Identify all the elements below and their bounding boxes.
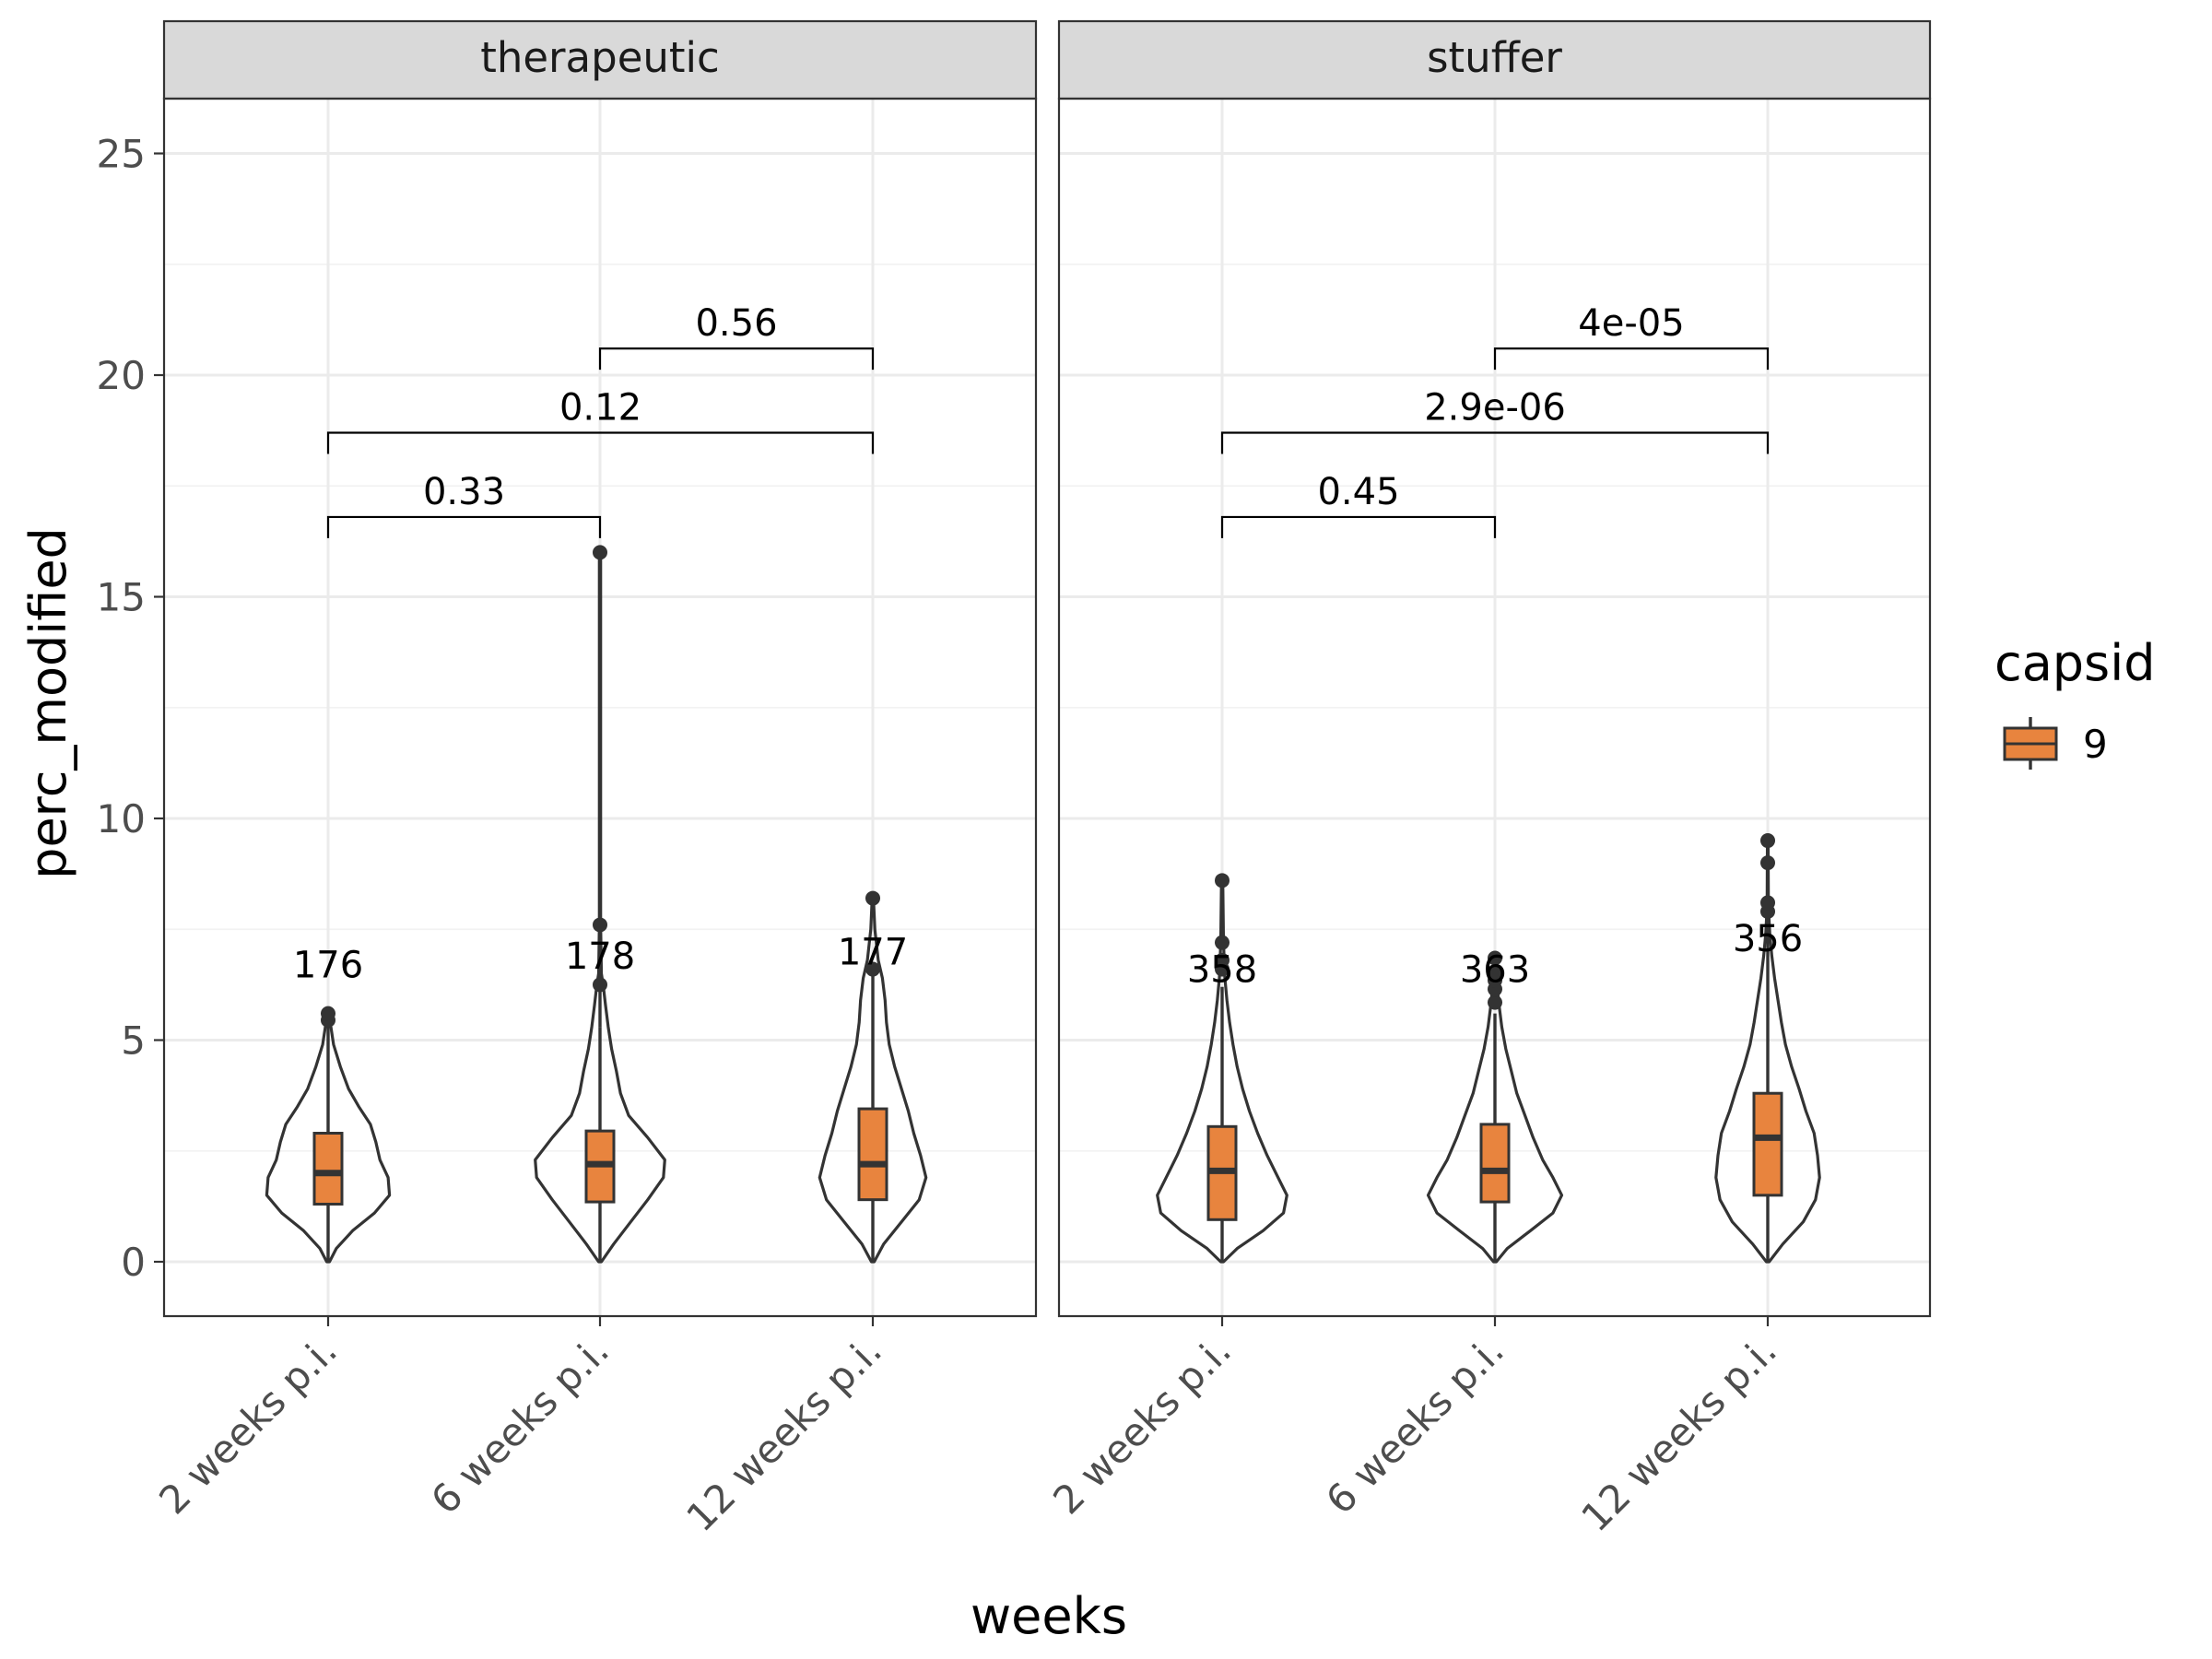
outlier-point [1488,950,1502,966]
p-value-label: 0.45 [1317,471,1399,513]
y-tick-label: 25 [97,132,146,177]
significance-bracket [598,347,875,371]
y-tick-label: 0 [121,1240,146,1285]
count-label: 178 [565,935,635,978]
x-tick-label: 6 weeks p.i. [1317,1327,1512,1523]
x-tick-label: 2 weeks p.i. [1044,1327,1240,1523]
y-axis-title: perc_modified [19,527,77,879]
significance-bracket [1220,431,1770,454]
p-value-label: 0.33 [423,471,505,513]
significance-bracket [1493,347,1770,371]
facet-label: stuffer [1427,33,1562,82]
outlier-point [1215,952,1230,968]
outlier-point [593,545,607,560]
box-rect [857,1107,888,1202]
count-label: 176 [293,945,363,987]
count-label: 358 [1187,949,1257,992]
x-tick-label: 12 weeks p.i. [677,1327,890,1540]
x-tick-label: 2 weeks p.i. [150,1327,346,1523]
outlier-point [1760,855,1775,871]
outlier-point [593,917,607,933]
y-tick-label: 5 [121,1018,146,1064]
x-axis-title: weeks [971,1587,1127,1645]
legend-title: capsid [1994,634,2155,692]
significance-bracket [326,515,602,538]
count-label: 177 [838,931,908,973]
count-label: 363 [1460,949,1530,992]
outlier-point [865,961,880,977]
count-label: 356 [1733,918,1803,960]
significance-bracket [1220,515,1497,538]
p-value-label: 4e-05 [1578,302,1684,345]
legend-label: 9 [2083,722,2108,767]
p-value-label: 2.9e-06 [1424,387,1566,429]
box-rect [1752,1091,1783,1197]
box-rect [312,1132,344,1206]
significance-bracket [326,431,875,454]
outlier-point [865,890,880,906]
box-rect [1479,1123,1511,1204]
p-value-label: 0.56 [695,302,777,345]
facet-strip [1057,19,1932,100]
outlier-point [1760,895,1775,911]
outlier-point [1215,935,1230,950]
outlier-point [321,1006,335,1021]
p-value-label: 0.12 [559,387,641,429]
x-tick-label: 6 weeks p.i. [422,1327,618,1523]
y-tick-label: 20 [97,353,146,398]
facet-label: therapeutic [480,33,720,82]
outlier-point [1488,994,1502,1010]
outlier-point [1760,833,1775,849]
facet-strip [162,19,1038,100]
x-tick-label: 12 weeks p.i. [1572,1327,1785,1540]
outlier-point [1215,873,1230,888]
outlier-point [593,977,607,993]
y-tick-label: 15 [97,575,146,620]
y-tick-label: 10 [97,796,146,841]
outlier-point [1488,963,1502,979]
